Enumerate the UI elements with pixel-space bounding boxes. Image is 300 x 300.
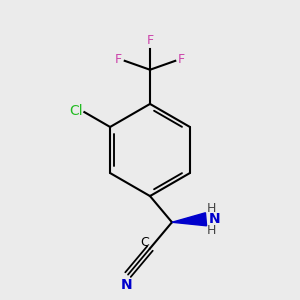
Text: H: H (207, 224, 216, 237)
Text: H: H (207, 202, 216, 214)
Text: F: F (178, 53, 185, 66)
Text: N: N (121, 278, 132, 292)
Text: Cl: Cl (69, 103, 83, 118)
Polygon shape (172, 213, 207, 226)
Text: F: F (146, 34, 154, 47)
Text: F: F (115, 53, 122, 66)
Text: N: N (208, 212, 220, 226)
Text: C: C (140, 236, 149, 248)
